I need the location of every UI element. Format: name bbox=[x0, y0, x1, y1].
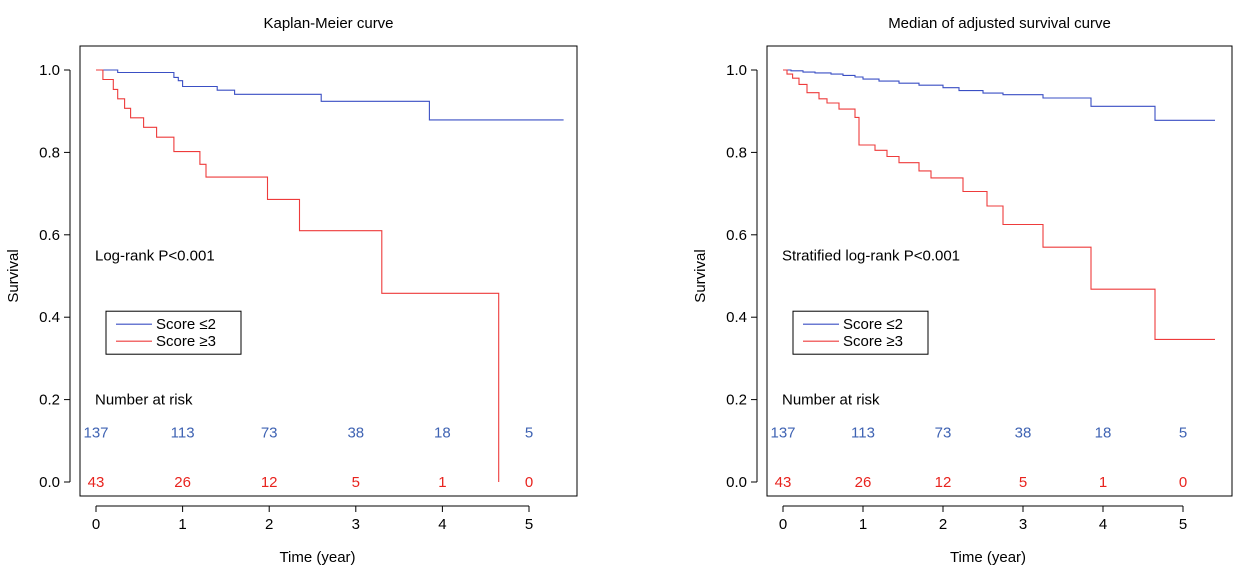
risk-count: 12 bbox=[935, 474, 952, 491]
legend-box bbox=[792, 310, 929, 355]
logrank-annotation: Log-rank P<0.001 bbox=[95, 247, 215, 264]
plot-frame bbox=[79, 45, 578, 497]
x-tick-label: 4 bbox=[1099, 516, 1107, 533]
x-axis-label: Time (year) bbox=[279, 549, 355, 566]
risk-count: 113 bbox=[171, 425, 195, 442]
survival-curve-score-ge3 bbox=[96, 69, 500, 482]
risk-count: 18 bbox=[1095, 425, 1112, 442]
y-tick-label: 0.0 bbox=[726, 474, 747, 491]
risk-count: 0 bbox=[525, 474, 533, 491]
y-axis-label: Survival bbox=[5, 249, 22, 302]
survival-curve-score-le2 bbox=[783, 69, 1215, 121]
y-tick-label: 0.6 bbox=[726, 227, 747, 244]
legend-box bbox=[105, 310, 242, 355]
y-tick-label: 0.6 bbox=[39, 227, 60, 244]
risk-count: 43 bbox=[775, 474, 792, 491]
x-tick-label: 0 bbox=[779, 516, 787, 533]
x-tick-label: 5 bbox=[525, 516, 533, 533]
y-tick-label: 0.4 bbox=[726, 309, 747, 326]
plot-frame bbox=[766, 45, 1233, 497]
risk-count: 38 bbox=[347, 425, 364, 442]
y-tick-label: 0.4 bbox=[39, 309, 60, 326]
logrank-annotation: Stratified log-rank P<0.001 bbox=[782, 247, 960, 264]
y-tick-label: 0.2 bbox=[39, 392, 60, 409]
x-tick-label: 3 bbox=[1019, 516, 1027, 533]
x-tick-label: 2 bbox=[939, 516, 947, 533]
risk-table-title: Number at risk bbox=[782, 392, 880, 409]
risk-count: 137 bbox=[770, 425, 795, 442]
risk-count: 73 bbox=[261, 425, 278, 442]
x-tick-label: 2 bbox=[265, 516, 273, 533]
risk-count: 1 bbox=[1099, 474, 1107, 491]
risk-count: 26 bbox=[855, 474, 872, 491]
risk-count: 5 bbox=[1019, 474, 1027, 491]
survival-curve-score-le2 bbox=[96, 69, 564, 121]
risk-count: 26 bbox=[174, 474, 191, 491]
survival-curve-score-ge3 bbox=[783, 69, 1215, 340]
risk-count: 5 bbox=[525, 425, 533, 442]
risk-count: 1 bbox=[438, 474, 446, 491]
y-tick-label: 0.8 bbox=[726, 144, 747, 161]
legend-label: Score ≤2 bbox=[843, 316, 903, 333]
y-tick-label: 1.0 bbox=[726, 62, 747, 79]
x-tick-label: 4 bbox=[438, 516, 446, 533]
risk-count: 5 bbox=[352, 474, 360, 491]
risk-count: 12 bbox=[261, 474, 278, 491]
y-tick-label: 0.0 bbox=[39, 474, 60, 491]
risk-count: 0 bbox=[1179, 474, 1187, 491]
y-tick-label: 0.2 bbox=[726, 392, 747, 409]
y-tick-label: 0.8 bbox=[39, 144, 60, 161]
risk-table-title: Number at risk bbox=[95, 392, 193, 409]
x-tick-label: 1 bbox=[859, 516, 867, 533]
legend-label: Score ≤2 bbox=[156, 316, 216, 333]
risk-count: 18 bbox=[434, 425, 451, 442]
chart-title: Median of adjusted survival curve bbox=[888, 15, 1111, 32]
x-tick-label: 1 bbox=[178, 516, 186, 533]
risk-count: 38 bbox=[1015, 425, 1032, 442]
x-tick-label: 5 bbox=[1179, 516, 1187, 533]
legend-label: Score ≥3 bbox=[843, 333, 903, 350]
x-tick-label: 0 bbox=[92, 516, 100, 533]
chart-title: Kaplan-Meier curve bbox=[263, 15, 393, 32]
x-axis-label: Time (year) bbox=[950, 549, 1026, 566]
risk-count: 137 bbox=[83, 425, 108, 442]
y-axis-label: Survival bbox=[692, 249, 709, 302]
risk-count: 5 bbox=[1179, 425, 1187, 442]
risk-count: 73 bbox=[935, 425, 952, 442]
risk-count: 43 bbox=[88, 474, 105, 491]
legend-label: Score ≥3 bbox=[156, 333, 216, 350]
risk-count: 113 bbox=[851, 425, 875, 442]
x-tick-label: 3 bbox=[352, 516, 360, 533]
y-tick-label: 1.0 bbox=[39, 62, 60, 79]
